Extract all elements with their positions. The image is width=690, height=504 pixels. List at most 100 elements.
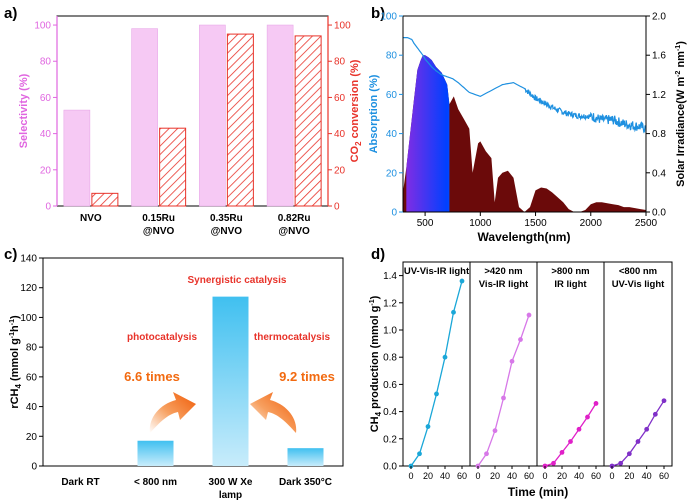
panel-a-category-label: 0.15Ru @NVO: [142, 213, 175, 237]
absorption-line: [403, 37, 647, 134]
panel-d-subpanel-frame: [402, 261, 471, 467]
panel-a-right-ticks: 0 20 40 60 80 100: [328, 21, 351, 213]
panel-a-left-tick-label: 60: [40, 93, 52, 104]
panel-c-label: c): [4, 246, 17, 263]
panel-a-right-tick-label: 20: [334, 165, 346, 176]
panel-d-light-label: UV-Vis light: [612, 279, 665, 290]
panel-d-subpanel-frame: [469, 261, 538, 467]
panel-d-x-tick-label: 20: [624, 471, 634, 481]
production-point: [417, 451, 422, 457]
thermo-increase-arrow-icon: [250, 392, 297, 433]
production-point: [568, 439, 573, 444]
panel-a-category-label: NVO: [80, 213, 102, 224]
panel-d-y-tick-label: 1.2: [383, 298, 397, 309]
production-line: [544, 403, 597, 467]
panel-d-condition-label: >420 nm: [484, 266, 522, 277]
production-point: [593, 401, 599, 406]
production-point: [509, 358, 515, 364]
panel-c-category-label: Dark 350°C: [279, 477, 332, 488]
visible-spectrum-area: [406, 55, 450, 212]
panel-a-ylabel: Selectivity (%): [18, 73, 30, 148]
panel-a-right-tick-label: 100: [334, 21, 351, 32]
panel-a-left-tick-label: 40: [40, 129, 52, 140]
panel-a: a) 0 20 40 60 80 100 0 20 40 60 80 100 NVO 0.15Ru @N…: [4, 5, 363, 237]
panel-d-condition-label: UV-Vis-IR light: [404, 266, 470, 277]
thermo-times-annotation: 9.2 times: [279, 369, 335, 384]
panel-d-subpanel-frame: [603, 261, 673, 467]
panel-b-x-ticks: 500 1000 1500 2000 2500: [417, 212, 658, 229]
panel-d-subpanel: >800 nm IR light 0 20 40 60: [536, 261, 605, 481]
panel-d-x-tick-label: 40: [574, 471, 584, 481]
panel-a-categories: NVO 0.15Ru @NVO 0.35Ru @NVO 0.82Ru @NVO: [80, 213, 310, 237]
panel-b-frame: [402, 15, 647, 213]
panel-b-left-tick-label: 80: [386, 51, 398, 62]
production-point: [644, 426, 650, 432]
production-point: [626, 451, 632, 457]
selectivity-bar: [199, 24, 226, 207]
panel-c: c) 0 20 40 60 80 100 120 140 Dark RT < 800 nm 300…: [4, 246, 344, 501]
panel-c-category-label: < 800 nm: [134, 477, 177, 488]
panel-b-right-tick-label: 0.8: [652, 129, 666, 140]
panel-a-right-tick-label: 80: [334, 57, 346, 68]
panel-b-x-tick-label: 2000: [580, 218, 603, 229]
panel-d-light-label: Vis-IR light: [479, 279, 529, 290]
panel-a-right-tick-label: 40: [334, 129, 346, 140]
panel-d-subpanel: <800 nm UV-Vis light 0 20 40 60: [603, 261, 673, 481]
production-point: [576, 426, 582, 432]
panel-c-y-tick-label: 100: [20, 313, 37, 324]
panel-d-y-tick-label: 0.0: [383, 462, 397, 473]
panel-b-right-tick-label: 1.6: [652, 51, 666, 62]
production-point: [442, 354, 448, 360]
panel-b-left-tick-label: 100: [380, 12, 397, 23]
production-point: [551, 460, 556, 466]
panel-a-left-tick-label: 20: [40, 165, 52, 176]
panel-c-frame: [42, 257, 344, 467]
rch4-bar: [137, 440, 174, 466]
panel-a-bars: [63, 24, 322, 207]
production-point: [661, 398, 667, 404]
panel-a-y2label: CO2 conversion (%): [349, 59, 363, 162]
panel-a-left-ticks: 0 20 40 60 80 100: [34, 21, 57, 213]
panel-a-label: a): [4, 5, 17, 22]
panel-d-x-tick-label: 20: [557, 471, 567, 481]
panel-b-label: b): [371, 5, 385, 22]
panel-b-x-tick-label: 1500: [524, 218, 547, 229]
photo-increase-arrow-icon: [149, 392, 196, 433]
panel-a-right-tick-label: 0: [334, 202, 340, 213]
production-point: [559, 450, 565, 455]
panel-b-left-tick-label: 20: [386, 168, 398, 179]
conversion-bar: [226, 33, 254, 207]
panel-c-y-tick-label: 60: [26, 372, 38, 383]
production-point: [459, 278, 465, 284]
panel-d-y-tick-label: 0.4: [383, 407, 397, 418]
panel-a-left-tick-label: 0: [45, 202, 51, 213]
panel-c-y-tick-label: 140: [20, 254, 37, 265]
rch4-bar: [287, 448, 324, 466]
production-point: [451, 309, 456, 315]
panel-b-left-ticks: 0 20 40 60 80 100: [380, 12, 403, 219]
panel-d-subpanel-frame: [536, 261, 605, 467]
panel-b-irradiance: [403, 55, 646, 213]
conversion-bar: [294, 35, 322, 207]
selectivity-bar: [63, 109, 91, 207]
panel-d-x-tick-label: 60: [524, 471, 534, 481]
panel-b-left-tick-label: 40: [386, 129, 398, 140]
panel-d-x-tick-label: 0: [475, 471, 480, 481]
production-point: [585, 414, 590, 420]
conversion-bar: [159, 127, 187, 207]
panel-d-subpanel: >420 nm Vis-IR light 0 20 40 60: [469, 261, 538, 481]
panel-d-x-tick-label: 0: [408, 471, 413, 481]
panel-d-x-tick-label: 40: [642, 471, 652, 481]
panel-d-x-tick-label: 0: [609, 471, 614, 481]
panel-d-y-tick-label: 1.4: [383, 271, 397, 282]
panel-d-y-tick-label: 0.8: [383, 353, 397, 364]
panel-c-bars: [137, 296, 324, 466]
panel-b-right-tick-label: 0.4: [652, 168, 666, 179]
panel-b-xlabel: Wavelength(nm): [478, 230, 571, 244]
panel-d-subpanel: UV-Vis-IR light 0 20 40 60: [402, 261, 471, 481]
synergy-annotation: Synergistic catalysis: [188, 275, 287, 286]
production-point: [425, 424, 431, 429]
panel-b-right-tick-label: 0.0: [652, 208, 666, 219]
panel-b-right-tick-label: 1.2: [652, 90, 666, 101]
